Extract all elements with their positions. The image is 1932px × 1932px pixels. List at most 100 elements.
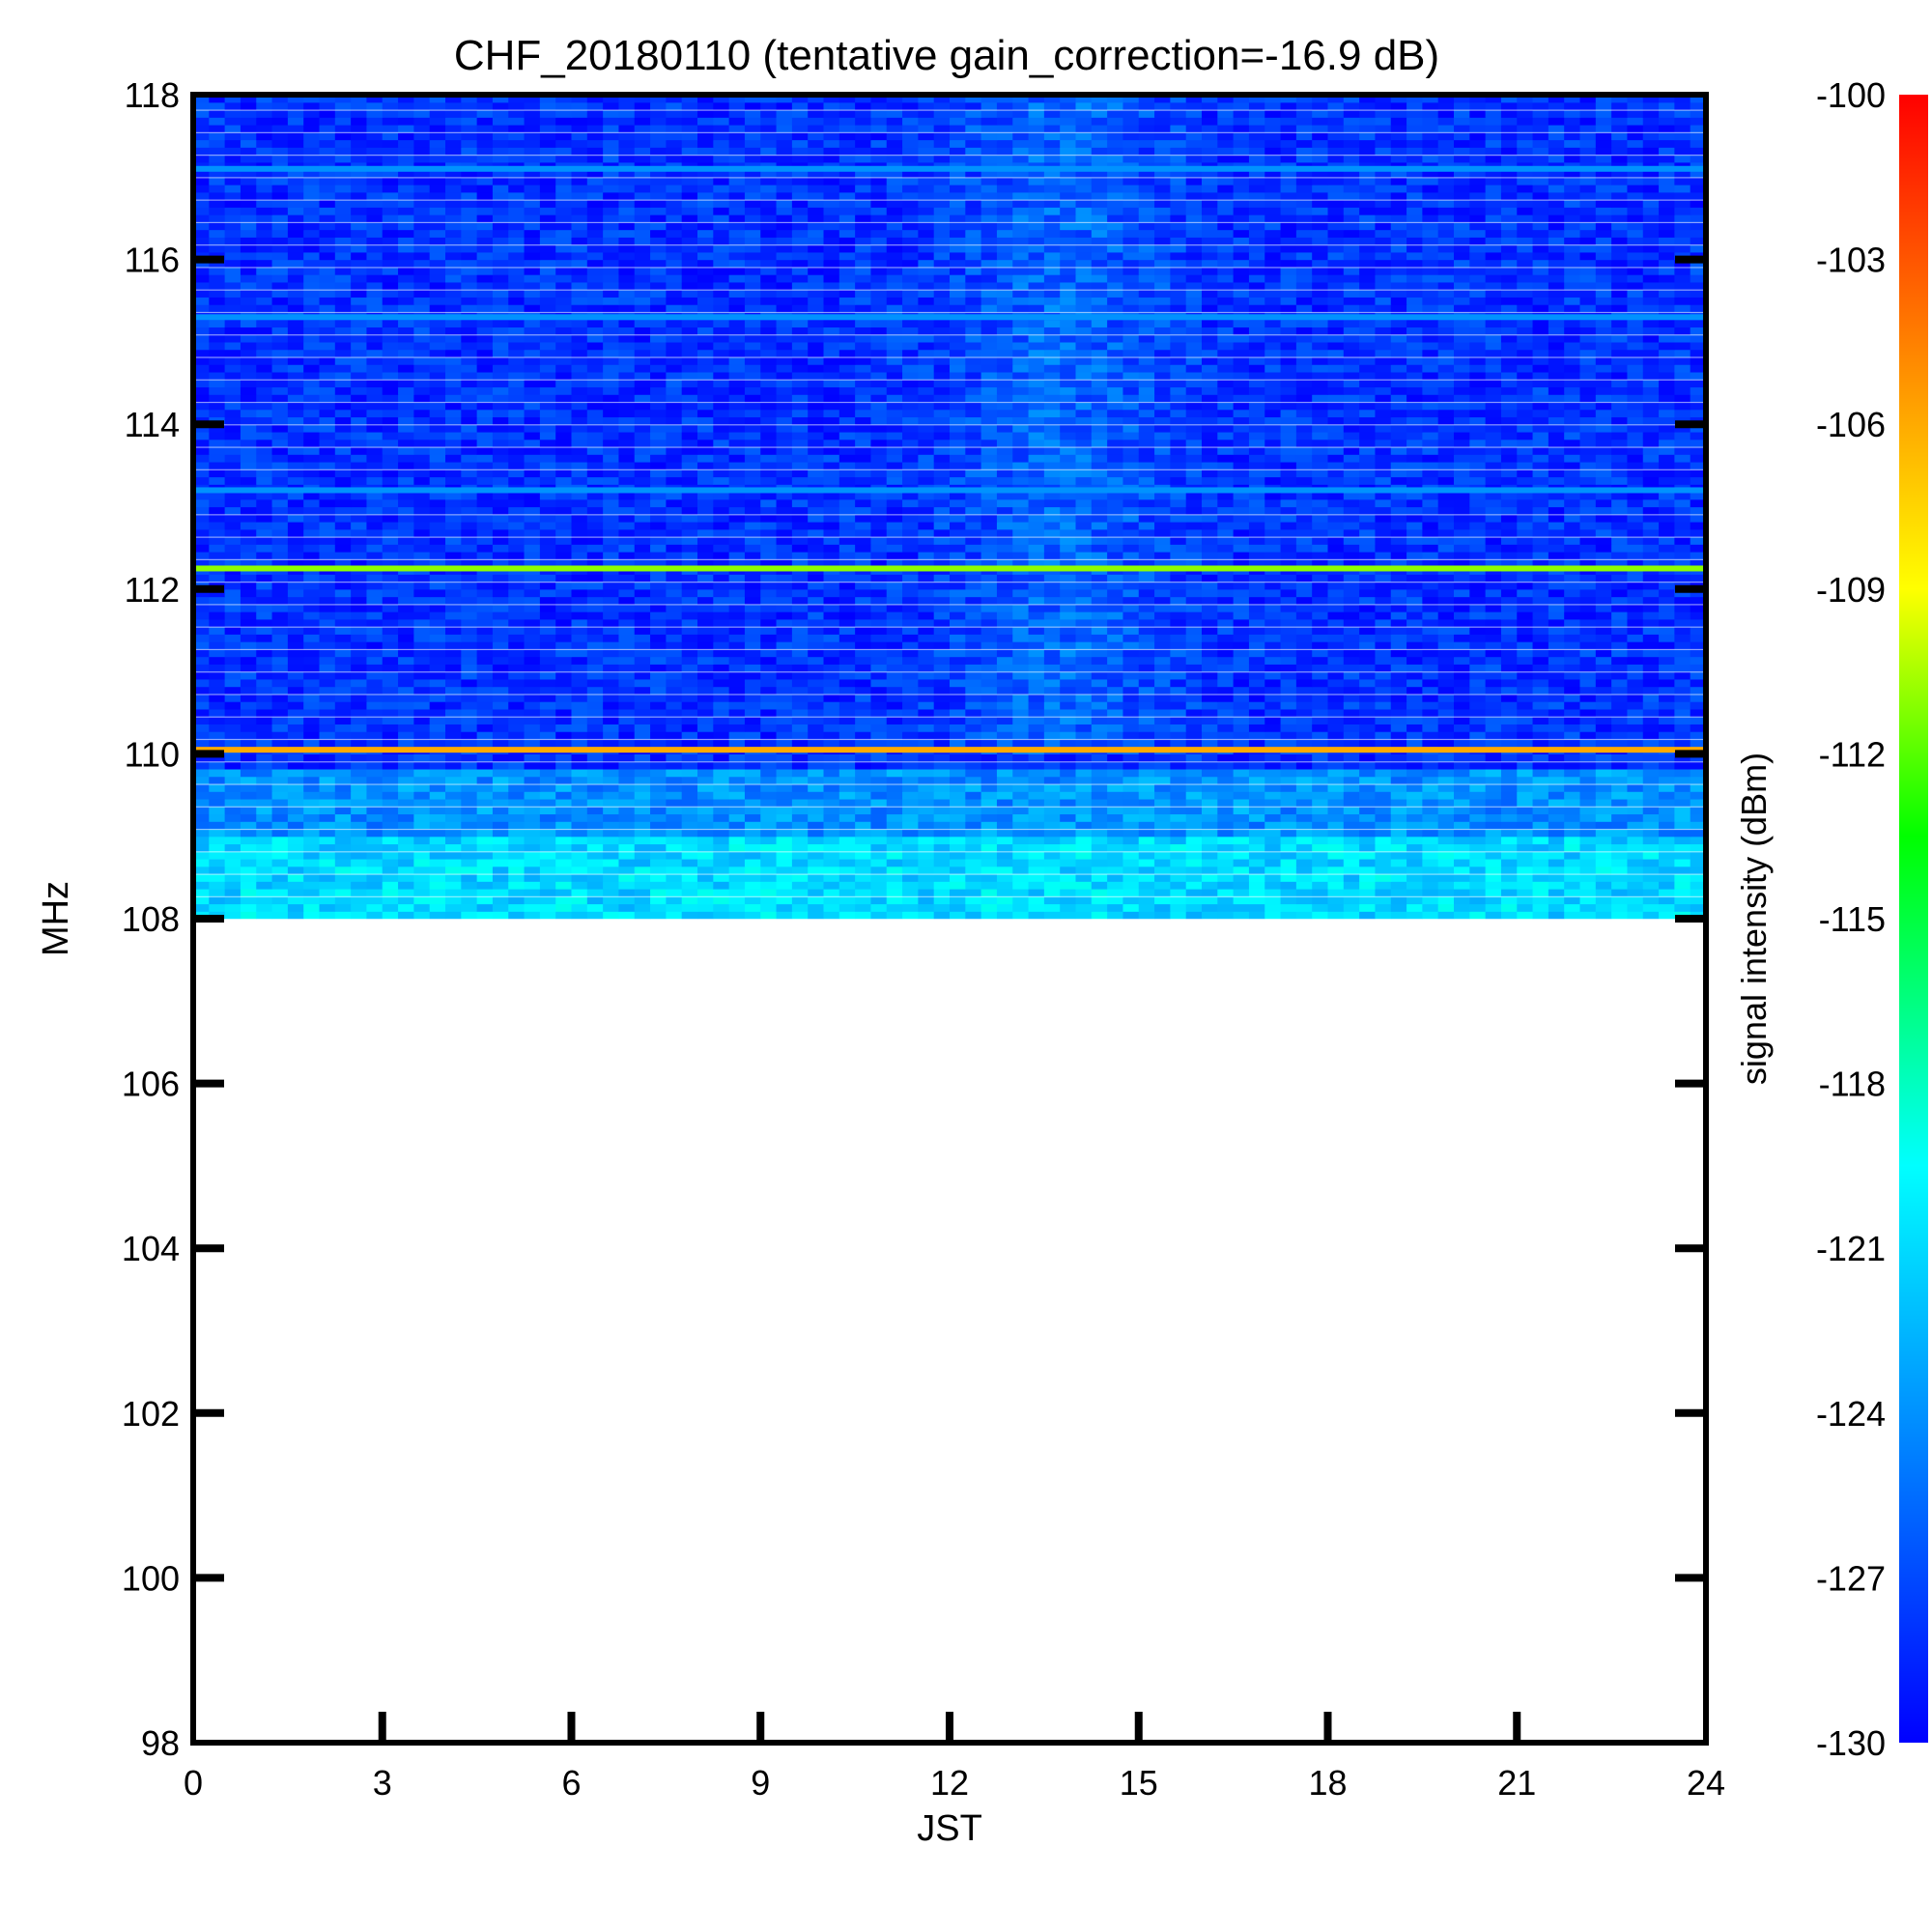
heatmap-cell bbox=[476, 738, 494, 748]
heatmap-cell bbox=[1170, 552, 1187, 560]
heatmap-cell bbox=[1469, 694, 1487, 702]
heatmap-cell bbox=[271, 701, 289, 710]
heatmap-cell bbox=[1170, 828, 1187, 838]
heatmap-cell bbox=[1091, 821, 1108, 830]
heatmap-cell bbox=[1138, 911, 1155, 920]
heatmap-cell bbox=[539, 724, 556, 732]
heatmap-cell bbox=[1170, 596, 1187, 605]
heatmap-cell bbox=[586, 634, 604, 642]
heatmap-cell bbox=[1485, 618, 1502, 628]
heatmap-cell bbox=[1170, 911, 1187, 920]
heatmap-cell bbox=[1595, 911, 1612, 920]
heatmap-cell bbox=[1107, 641, 1124, 650]
heatmap-cell bbox=[980, 596, 998, 605]
heatmap-cell bbox=[808, 731, 825, 740]
heatmap-cell bbox=[1107, 881, 1124, 890]
heatmap-cell bbox=[1642, 843, 1660, 852]
heatmap-cell bbox=[476, 708, 494, 718]
heatmap-cell bbox=[303, 618, 321, 628]
heatmap-cell bbox=[933, 798, 951, 808]
heatmap-cell bbox=[555, 528, 573, 538]
heatmap-cell bbox=[666, 798, 683, 808]
heatmap-cell bbox=[1107, 738, 1124, 748]
heatmap-cell bbox=[492, 873, 509, 882]
heatmap-cell bbox=[1075, 552, 1093, 560]
heatmap-cell bbox=[1264, 761, 1282, 770]
heatmap-cell bbox=[996, 798, 1013, 808]
heatmap-cell bbox=[744, 753, 761, 762]
heatmap-cell bbox=[1517, 671, 1534, 680]
heatmap-cell bbox=[224, 664, 242, 672]
heatmap-cell bbox=[933, 806, 951, 815]
heatmap-cell bbox=[413, 544, 431, 553]
heatmap-cell bbox=[287, 783, 304, 792]
heatmap-cell bbox=[1532, 656, 1549, 665]
heatmap-cell bbox=[713, 641, 730, 650]
heatmap-cell bbox=[1485, 858, 1502, 867]
heatmap-cell bbox=[902, 911, 919, 920]
heatmap-cell bbox=[1674, 798, 1691, 808]
heatmap-cell bbox=[1454, 558, 1470, 568]
heatmap-cell bbox=[1327, 582, 1345, 590]
heatmap-cell bbox=[965, 648, 982, 658]
heatmap-cell bbox=[492, 895, 509, 905]
heatmap-cell bbox=[303, 694, 321, 702]
heatmap-cell bbox=[996, 724, 1013, 732]
heatmap-cell bbox=[870, 701, 888, 710]
heatmap-cell bbox=[1075, 731, 1093, 740]
heatmap-cell bbox=[382, 582, 399, 590]
heatmap-cell bbox=[1343, 903, 1360, 912]
heatmap-cell bbox=[1248, 641, 1265, 650]
heatmap-cell bbox=[1548, 724, 1565, 732]
heatmap-cell bbox=[681, 783, 698, 792]
heatmap-cell bbox=[760, 641, 778, 650]
heatmap-cell bbox=[1075, 656, 1093, 665]
heatmap-cell bbox=[555, 888, 573, 897]
heatmap-cell bbox=[1359, 588, 1377, 598]
heatmap-cell bbox=[224, 574, 242, 582]
heatmap-cell bbox=[823, 791, 840, 800]
heatmap-cell bbox=[240, 611, 257, 620]
heatmap-cell bbox=[618, 604, 636, 612]
heatmap-cell bbox=[256, 724, 273, 732]
heatmap-cell bbox=[366, 626, 384, 635]
heatmap-cell bbox=[1548, 582, 1565, 590]
heatmap-cell bbox=[1107, 588, 1124, 598]
heatmap-cell bbox=[1060, 716, 1077, 724]
heatmap-cell bbox=[950, 895, 966, 905]
heatmap-cell bbox=[950, 724, 966, 732]
heatmap-cell bbox=[1327, 656, 1345, 665]
heatmap-cell bbox=[1122, 664, 1140, 672]
heatmap-cell bbox=[1611, 903, 1629, 912]
heatmap-cell bbox=[193, 761, 210, 770]
heatmap-cell bbox=[1517, 648, 1534, 658]
heatmap-cell bbox=[1406, 558, 1423, 568]
heatmap-cell bbox=[1690, 761, 1707, 770]
heatmap-cell bbox=[681, 618, 698, 628]
heatmap-cell bbox=[650, 671, 667, 680]
heatmap-cell bbox=[886, 828, 903, 838]
heatmap-cell bbox=[618, 648, 636, 658]
heatmap-cell bbox=[776, 678, 793, 688]
heatmap-cell bbox=[776, 821, 793, 830]
heatmap-cell bbox=[776, 873, 793, 882]
heatmap-cell bbox=[713, 618, 730, 628]
heatmap-cell bbox=[965, 783, 982, 792]
heatmap-cell bbox=[524, 701, 541, 710]
heatmap-cell bbox=[980, 791, 998, 800]
heatmap-cell bbox=[224, 544, 242, 553]
heatmap-cell bbox=[1690, 851, 1707, 860]
heatmap-cell bbox=[555, 791, 573, 800]
heatmap-cell bbox=[1437, 724, 1455, 732]
heatmap-cell bbox=[1312, 738, 1329, 748]
heatmap-cell bbox=[429, 776, 446, 785]
heatmap-cell bbox=[571, 888, 588, 897]
heatmap-cell bbox=[461, 582, 478, 590]
heatmap-cell bbox=[933, 708, 951, 718]
heatmap-cell bbox=[776, 731, 793, 740]
heatmap-cell bbox=[555, 724, 573, 732]
heatmap-cell bbox=[1185, 596, 1203, 605]
heatmap-cell bbox=[1028, 716, 1045, 724]
heatmap-cell bbox=[808, 895, 825, 905]
heatmap-cell bbox=[1185, 821, 1203, 830]
